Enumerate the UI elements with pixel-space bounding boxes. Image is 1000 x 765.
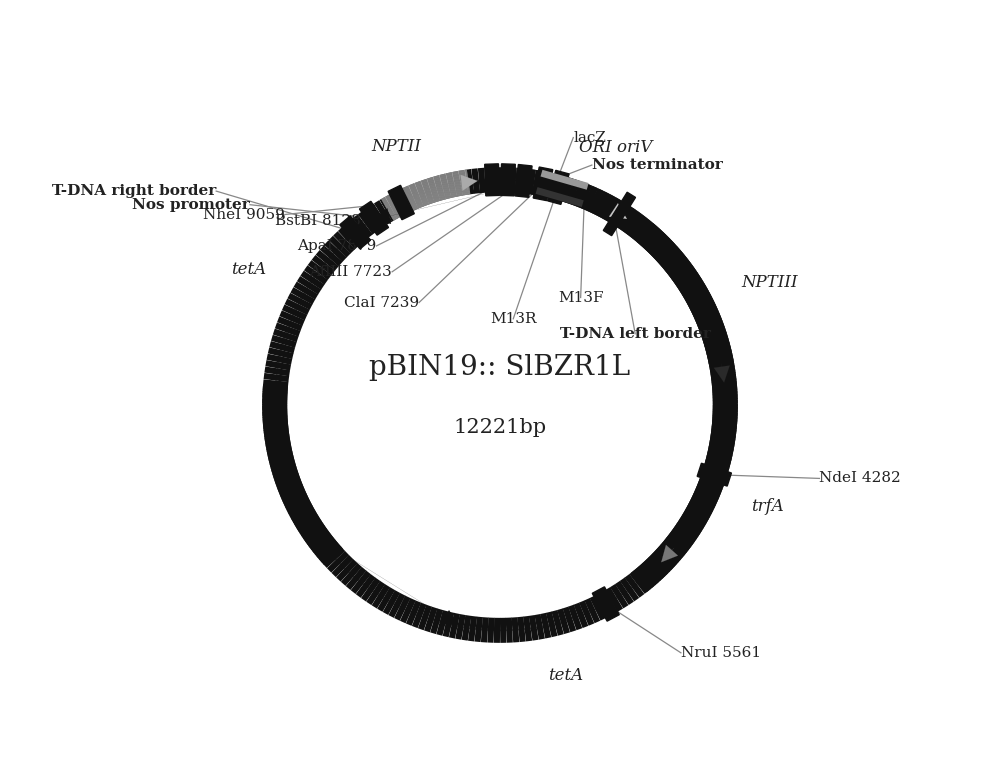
Polygon shape xyxy=(697,464,731,486)
Polygon shape xyxy=(388,185,414,220)
Text: NheI 9059: NheI 9059 xyxy=(203,207,285,222)
Polygon shape xyxy=(515,164,532,197)
Polygon shape xyxy=(485,164,500,196)
Text: BstBI 8128: BstBI 8128 xyxy=(275,214,361,228)
Text: NPTII: NPTII xyxy=(371,138,421,155)
Text: 12221bp: 12221bp xyxy=(453,418,547,437)
Text: NruI 5561: NruI 5561 xyxy=(681,646,761,660)
Polygon shape xyxy=(592,587,619,621)
Polygon shape xyxy=(533,167,553,200)
Text: pBIN19:: SlBZR1L: pBIN19:: SlBZR1L xyxy=(369,354,631,381)
Text: NPTIII: NPTIII xyxy=(741,274,798,291)
Polygon shape xyxy=(500,164,515,196)
Text: Nos terminator: Nos terminator xyxy=(592,158,723,172)
Polygon shape xyxy=(340,216,371,249)
Polygon shape xyxy=(548,171,569,204)
Text: ApaI 7879: ApaI 7879 xyxy=(297,239,376,253)
Text: tetA: tetA xyxy=(548,667,583,685)
Text: ClaI 7239: ClaI 7239 xyxy=(344,295,419,310)
Text: trfA: trfA xyxy=(751,498,783,515)
Text: ORI oriV: ORI oriV xyxy=(579,139,653,156)
Text: tetA: tetA xyxy=(231,262,266,278)
Polygon shape xyxy=(359,201,389,235)
Text: lacZ: lacZ xyxy=(573,131,606,145)
Text: Nos promoter: Nos promoter xyxy=(132,197,250,212)
Polygon shape xyxy=(603,192,636,236)
Text: T-DNA left border: T-DNA left border xyxy=(560,327,711,341)
Text: AflIII 7723: AflIII 7723 xyxy=(309,265,392,278)
Text: M13R: M13R xyxy=(490,312,537,326)
Text: NdeI 4282: NdeI 4282 xyxy=(819,471,901,486)
Text: T-DNA right border: T-DNA right border xyxy=(52,184,216,198)
Text: M13F: M13F xyxy=(558,291,603,304)
